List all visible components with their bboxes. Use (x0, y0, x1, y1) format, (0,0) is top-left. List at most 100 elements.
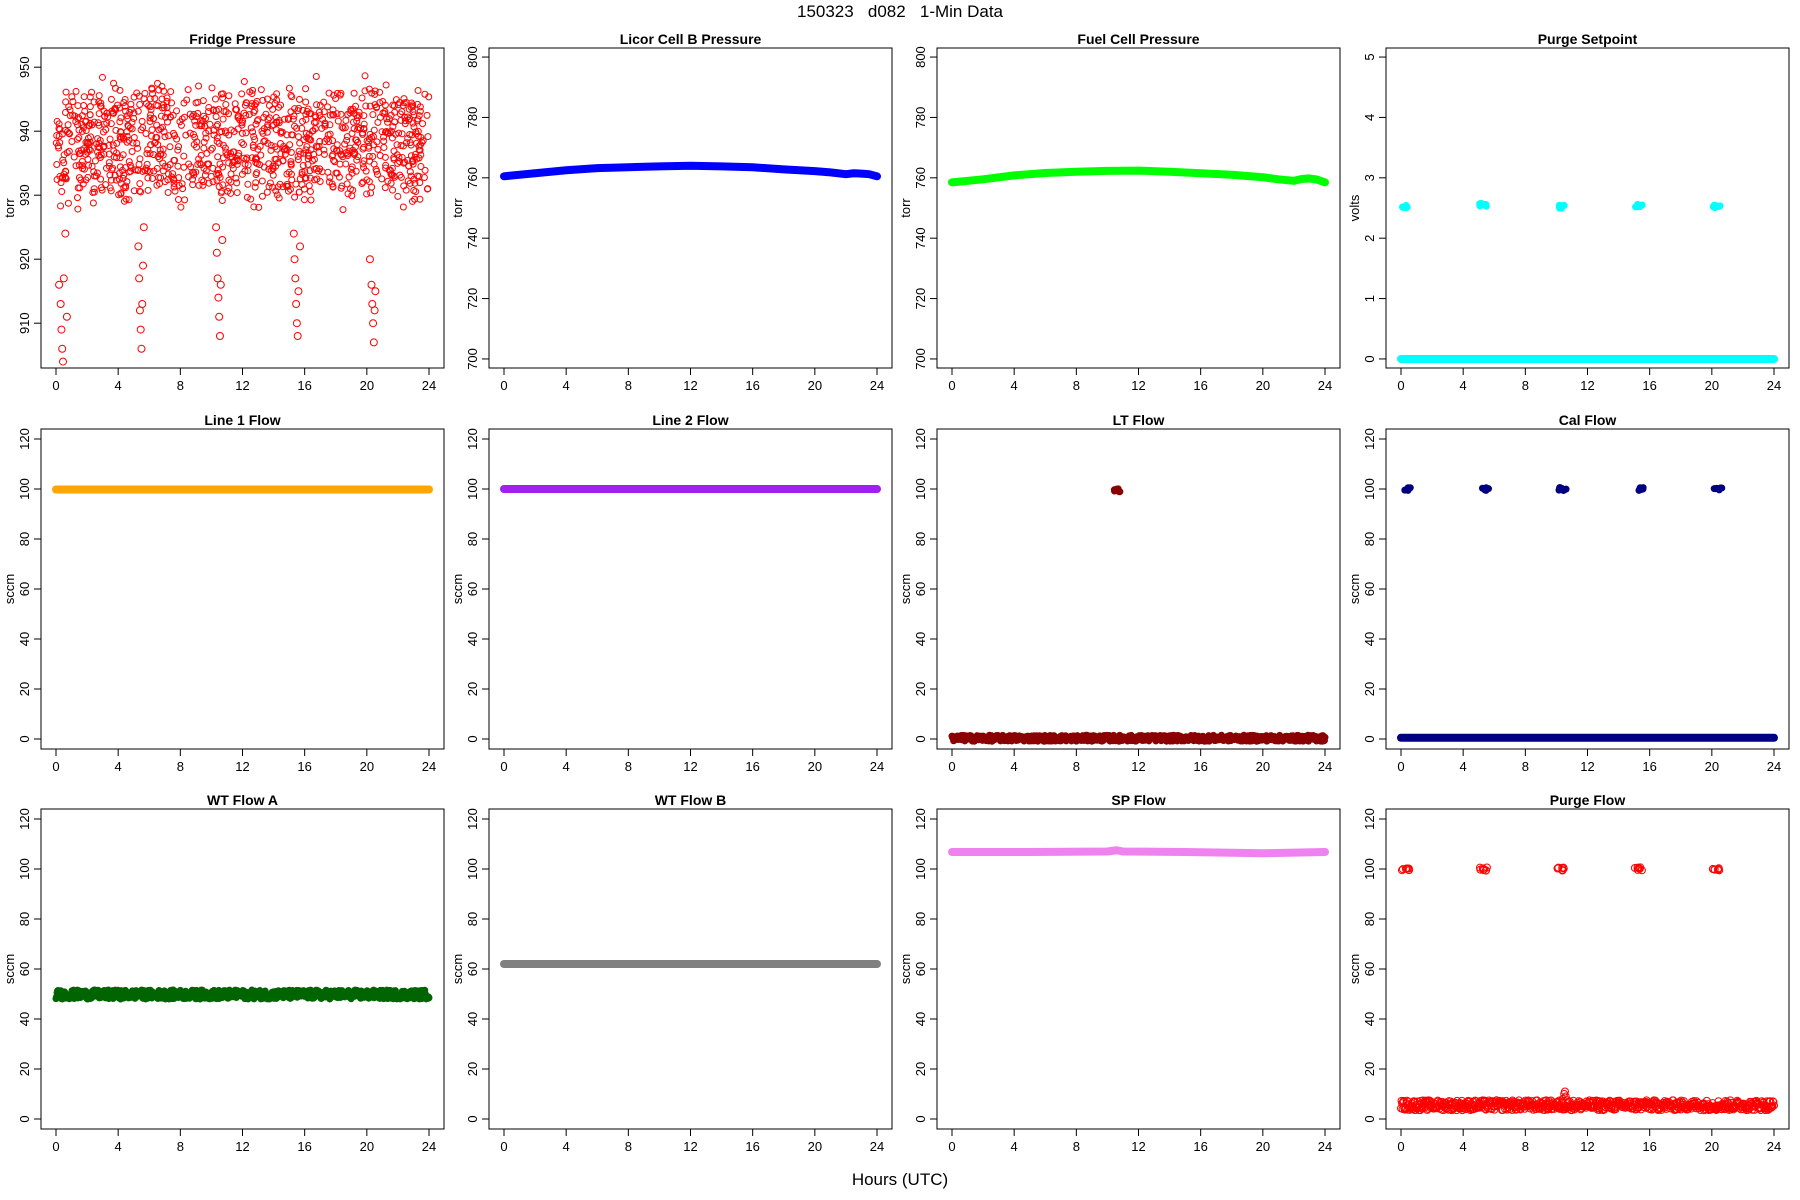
data-point (98, 186, 106, 194)
data-point (289, 229, 298, 238)
x-axis-title: Hours (UTC) (851, 1170, 949, 1189)
panel-title: SP Flow (1111, 792, 1165, 808)
data-point (225, 176, 233, 184)
data-point (149, 115, 157, 123)
data-point (394, 192, 402, 200)
data-point (358, 180, 366, 188)
x-tick-label: 8 (625, 759, 632, 774)
data-point (266, 179, 274, 187)
data-point (157, 125, 165, 133)
data-point (294, 133, 302, 141)
x-tick-label: 16 (297, 1139, 311, 1154)
data-point (295, 188, 303, 196)
data-point (64, 199, 72, 207)
x-tick-label: 0 (1397, 759, 1404, 774)
data-point (288, 93, 296, 101)
data-point (201, 171, 209, 179)
x-tick-label: 16 (745, 759, 759, 774)
data-point (259, 96, 267, 104)
data-point (284, 115, 292, 123)
data-point (177, 203, 185, 211)
y-axis-title: sccm (450, 954, 465, 984)
data-point (127, 100, 135, 108)
data-point (153, 181, 161, 189)
data-point (225, 110, 233, 118)
data-point (84, 155, 92, 163)
data-point (238, 129, 246, 137)
data-point (288, 131, 296, 139)
data-point (215, 171, 223, 179)
data-point (260, 113, 268, 121)
data-point (350, 150, 358, 158)
data-point (243, 154, 251, 162)
data-point (190, 171, 198, 179)
data-point (62, 175, 70, 183)
data-point (181, 196, 189, 204)
data-point (160, 87, 168, 95)
data-point (408, 131, 416, 139)
data-point (136, 101, 144, 109)
data-point (386, 166, 394, 174)
data-point (360, 120, 368, 128)
data-point (65, 103, 73, 111)
y-axis-title: torr (898, 198, 913, 218)
series-line (948, 846, 1329, 858)
chart-panel: Purge Flow 0 4 8 12 16 20 24 0 20 40 60 80 100 120 sccm (1347, 792, 1790, 1154)
panel-title: Fridge Pressure (189, 31, 296, 47)
x-tick-label: 12 (235, 378, 249, 393)
x-tick-label: 20 (360, 759, 374, 774)
data-point (174, 146, 182, 154)
data-point (212, 113, 220, 121)
data-point (62, 108, 70, 116)
data-point (324, 103, 332, 111)
data-point (250, 203, 258, 211)
x-tick-label: 0 (52, 759, 59, 774)
data-point (365, 135, 373, 143)
data-point (290, 255, 299, 264)
data-point (205, 108, 213, 116)
data-point (298, 168, 306, 176)
x-tick-label: 24 (422, 378, 436, 393)
data-point (233, 189, 241, 197)
data-point (361, 87, 369, 95)
data-point (378, 175, 386, 183)
x-tick-label: 20 (360, 1139, 374, 1154)
panel-title: Line 2 Flow (652, 412, 728, 428)
data-point (90, 168, 98, 176)
data-point (315, 148, 323, 156)
data-point (302, 85, 310, 93)
data-point (326, 121, 334, 129)
data-point (293, 124, 301, 132)
data-point (110, 79, 118, 87)
data-point (412, 150, 420, 158)
data-point (178, 180, 186, 188)
data-point (65, 147, 73, 155)
x-tick-label: 24 (1767, 1139, 1781, 1154)
data-point (80, 93, 88, 101)
data-point (289, 115, 297, 123)
data-point (207, 172, 215, 180)
y-tick-label: 910 (17, 312, 32, 334)
data-point (320, 108, 328, 116)
data-point (419, 120, 427, 128)
data-point (335, 173, 343, 181)
x-tick-label: 8 (1073, 1139, 1080, 1154)
chart-panel: SP Flow 0 4 8 12 16 20 24 0 20 40 60 80 100 120 sccm (898, 792, 1341, 1154)
data-point (139, 223, 148, 232)
y-tick-label: 930 (17, 184, 32, 206)
data-point (265, 114, 273, 122)
y-tick-label: 80 (913, 912, 928, 926)
data-point (193, 138, 201, 146)
data-point (98, 73, 106, 81)
data-point (365, 144, 373, 152)
data-point (121, 95, 129, 103)
data-point (284, 182, 292, 190)
data-point (298, 171, 306, 179)
data-point (56, 172, 64, 180)
data-point (300, 136, 308, 144)
x-tick-label: 0 (1397, 378, 1404, 393)
y-tick-label: 0 (913, 1115, 928, 1122)
data-point (182, 131, 190, 139)
data-point (371, 87, 379, 95)
data-point (396, 158, 404, 166)
